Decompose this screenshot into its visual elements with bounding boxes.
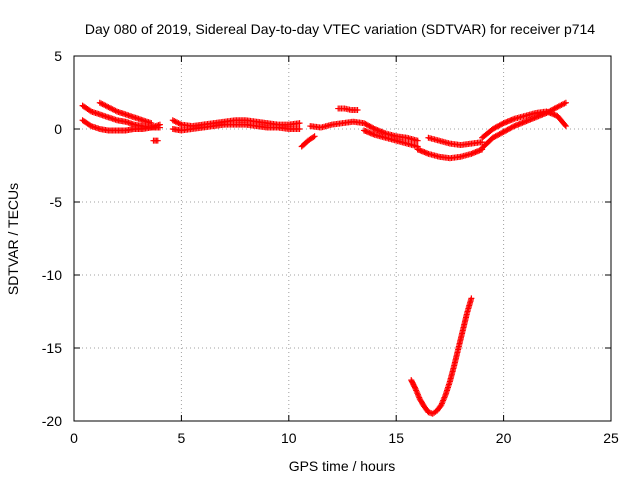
x-tick-label: 20 [496, 430, 512, 446]
y-axis-label: SDTVAR / TECUs [5, 183, 21, 295]
data-point [499, 120, 506, 127]
series-main-band-j [425, 134, 486, 149]
data-point [311, 133, 318, 140]
series-dip-arc [408, 295, 475, 417]
data-point [148, 120, 155, 127]
data-point [561, 121, 568, 128]
series-main-band-l [479, 99, 569, 151]
data-point [411, 384, 418, 391]
series-outlier-a [150, 137, 161, 144]
x-tick-label: 5 [178, 430, 186, 446]
series-main-band-f [307, 118, 421, 144]
y-tick-label: -10 [42, 267, 62, 283]
x-tick-label: 15 [388, 430, 404, 446]
series-main-band-g [335, 105, 361, 114]
data-point [296, 126, 303, 132]
data-point [414, 137, 421, 144]
x-tick-label: 10 [281, 430, 297, 446]
data-point [354, 107, 361, 114]
series-main-band-h [360, 127, 421, 150]
x-tick-label: 0 [70, 430, 78, 446]
data-point [370, 125, 377, 132]
grid-lines [74, 56, 611, 421]
y-tick-label: 5 [54, 48, 62, 64]
data-point [296, 120, 303, 127]
series-main-band-e [169, 121, 303, 134]
y-tick-label: 0 [54, 121, 62, 137]
y-tick-label: -15 [42, 340, 62, 356]
y-tick-label: -5 [50, 194, 63, 210]
series-main-band-b [79, 117, 163, 134]
y-tick-label: -20 [42, 413, 62, 429]
x-tick-label: 25 [603, 430, 619, 446]
series-main-band-c [96, 99, 155, 127]
data-point [154, 137, 161, 144]
data-point [509, 123, 516, 130]
axis-ticks: 0 5 10 15 20 25 5 0 -5 -10 -15 -20 [42, 48, 619, 446]
data-point [310, 134, 317, 141]
data-point [86, 107, 93, 114]
data-point [468, 295, 475, 302]
series-main-band-i [414, 146, 486, 162]
plot-frame [73, 55, 612, 422]
series-outlier-b [298, 133, 318, 150]
data-points [79, 99, 569, 417]
data-point [156, 121, 163, 128]
data-point [562, 123, 569, 130]
data-point [562, 99, 569, 106]
chart-title: Day 080 of 2019, Sidereal Day-to-day VTE… [85, 21, 595, 37]
x-axis-label: GPS time / hours [289, 458, 396, 474]
data-point [86, 122, 93, 129]
